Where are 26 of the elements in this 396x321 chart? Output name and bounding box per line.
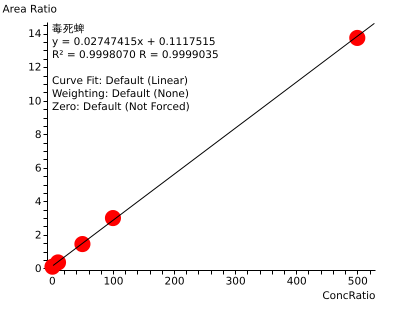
x-tick-label: 400: [286, 276, 307, 288]
x-axis-title: ConcRatio: [322, 290, 376, 302]
annotation: Curve Fit: Default (Linear): [52, 75, 188, 87]
annotation: 毒死蜱: [52, 22, 85, 35]
point: [349, 30, 366, 46]
x-tick-label: 100: [103, 276, 124, 288]
x-tick-label: 0: [49, 276, 56, 288]
point: [50, 254, 66, 271]
y-tick-label: 4: [34, 196, 42, 208]
y-axis-title: Area Ratio: [2, 4, 57, 16]
annotation: Weighting: Default (None): [52, 88, 189, 100]
y-tick-label: 14: [28, 28, 42, 40]
x-tick-label: 300: [226, 276, 246, 288]
annotation: R² = 0.9998070 R = 0.9999035: [52, 49, 219, 61]
y-tick-label: 6: [34, 162, 42, 174]
annotation: Zero: Default (Not Forced): [52, 101, 190, 113]
y-tick-label: 12: [28, 62, 42, 74]
point: [74, 236, 90, 252]
annotation: y = 0.02747415x + 0.1117515: [52, 36, 216, 48]
x-tick-label: 200: [164, 276, 185, 288]
point: [104, 210, 122, 226]
y-tick-label: 10: [28, 95, 42, 108]
y-tick-label: 0: [34, 262, 42, 275]
y-tick-label: 8: [34, 128, 42, 141]
y-tick-label: 2: [34, 229, 42, 242]
x-tick-label: 500: [348, 276, 368, 288]
